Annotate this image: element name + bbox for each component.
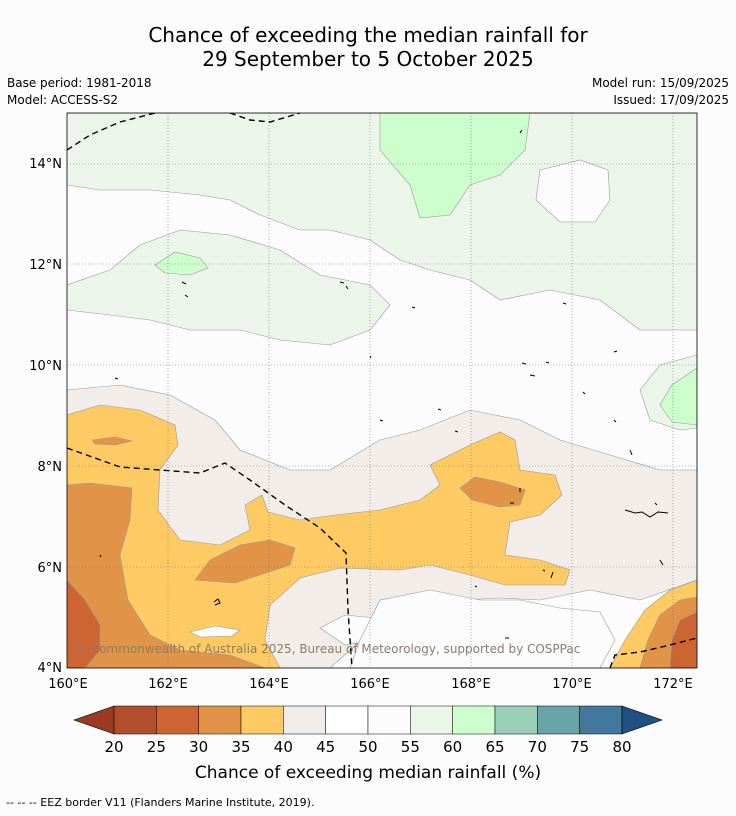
colorbar-tick-label: 20 xyxy=(104,738,123,756)
y-tick-label: 10°N xyxy=(29,359,62,374)
colorbar-swatch xyxy=(113,705,157,735)
y-tick-label: 8°N xyxy=(38,460,63,475)
region-55-60-north xyxy=(67,113,697,331)
colorbar-tick-label: 55 xyxy=(401,738,420,756)
region-30-35-west xyxy=(67,482,266,668)
colorbar: 20 25 30 35 40 45 50 55 60 65 70 75 80 xyxy=(73,705,663,756)
region-55-60-mid xyxy=(67,229,391,346)
colorbar-swatch xyxy=(156,705,199,735)
colorbar-swatch xyxy=(410,705,453,735)
region-45-50-hole-1 xyxy=(189,625,241,638)
x-axis-ticks: 160°E 162°E 164°E 166°E 168°E 170°E 172°… xyxy=(48,677,693,692)
model-run-text: Model run: 15/09/2025 xyxy=(591,76,729,90)
map-plot-area xyxy=(67,113,697,668)
colorbar-tick-label: 80 xyxy=(612,738,631,756)
eez-footnote: -- -- -- EEZ border V11 (Flanders Marine… xyxy=(6,796,315,809)
region-30-35-east xyxy=(459,476,526,508)
copyright-text: © Commonwealth of Australia 2025, Bureau… xyxy=(75,642,580,656)
model-text: Model: ACCESS-S2 xyxy=(7,93,119,107)
x-tick-label: 162°E xyxy=(148,677,188,692)
x-tick-label: 172°E xyxy=(653,677,693,692)
colorbar-swatch xyxy=(198,705,242,735)
colorbar-swatch xyxy=(325,705,369,735)
map-frame xyxy=(66,112,698,669)
chart-title-line2: 29 September to 5 October 2025 xyxy=(202,47,534,71)
colorbar-tick-label: 75 xyxy=(570,738,589,756)
colorbar-swatch xyxy=(494,705,538,735)
eez-border xyxy=(67,113,697,668)
y-tick-label: 4°N xyxy=(38,661,63,676)
colorbar-under-arrow xyxy=(73,705,115,735)
region-50-55-pocket xyxy=(535,159,611,223)
colorbar-swatch xyxy=(240,705,284,735)
x-tick-label: 168°E xyxy=(451,677,491,692)
colorbar-tick-label: 30 xyxy=(189,738,208,756)
colorbar-tick-label: 65 xyxy=(485,738,504,756)
region-60-65-north xyxy=(379,113,531,219)
colorbar-swatch xyxy=(283,705,326,735)
y-axis-ticks: 14°N 12°N 10°N 8°N 6°N 4°N xyxy=(29,157,62,676)
issued-text: Issued: 17/09/2025 xyxy=(613,93,729,107)
y-tick-label: 12°N xyxy=(29,258,62,273)
colorbar-over-arrow xyxy=(621,705,663,735)
y-tick-label: 6°N xyxy=(38,561,63,576)
region-45-50-south xyxy=(349,589,616,668)
base-period-text: Base period: 1981-2018 xyxy=(7,76,152,90)
colorbar-tick-label: 50 xyxy=(358,738,377,756)
chart-title-line1: Chance of exceeding the median rainfall … xyxy=(148,23,588,47)
colorbar-swatch xyxy=(367,705,411,735)
map-gridlines xyxy=(67,113,697,668)
x-tick-label: 164°E xyxy=(249,677,289,692)
y-tick-label: 14°N xyxy=(29,157,62,172)
colorbar-label: Chance of exceeding median rainfall (%) xyxy=(195,763,541,783)
region-25-30-west xyxy=(67,579,101,668)
region-30-35-center xyxy=(194,539,296,584)
colorbar-tick-label: 40 xyxy=(274,738,293,756)
region-35-40-main xyxy=(67,404,571,668)
colorbar-tick-label: 70 xyxy=(528,738,547,756)
colorbar-tick-label: 60 xyxy=(443,738,462,756)
x-tick-label: 166°E xyxy=(350,677,390,692)
colorbar-tick-label: 35 xyxy=(231,738,250,756)
island-marks xyxy=(99,129,669,639)
region-60-65-east xyxy=(659,367,697,426)
x-tick-label: 160°E xyxy=(48,677,88,692)
colorbar-tick-label: 25 xyxy=(147,738,166,756)
region-30-35-nw-sliver xyxy=(91,436,133,446)
colorbar-tick-label: 45 xyxy=(316,738,335,756)
colorbar-swatch xyxy=(579,705,623,735)
colorbar-swatch xyxy=(537,705,580,735)
colorbar-swatch xyxy=(452,705,496,735)
x-tick-label: 170°E xyxy=(552,677,592,692)
